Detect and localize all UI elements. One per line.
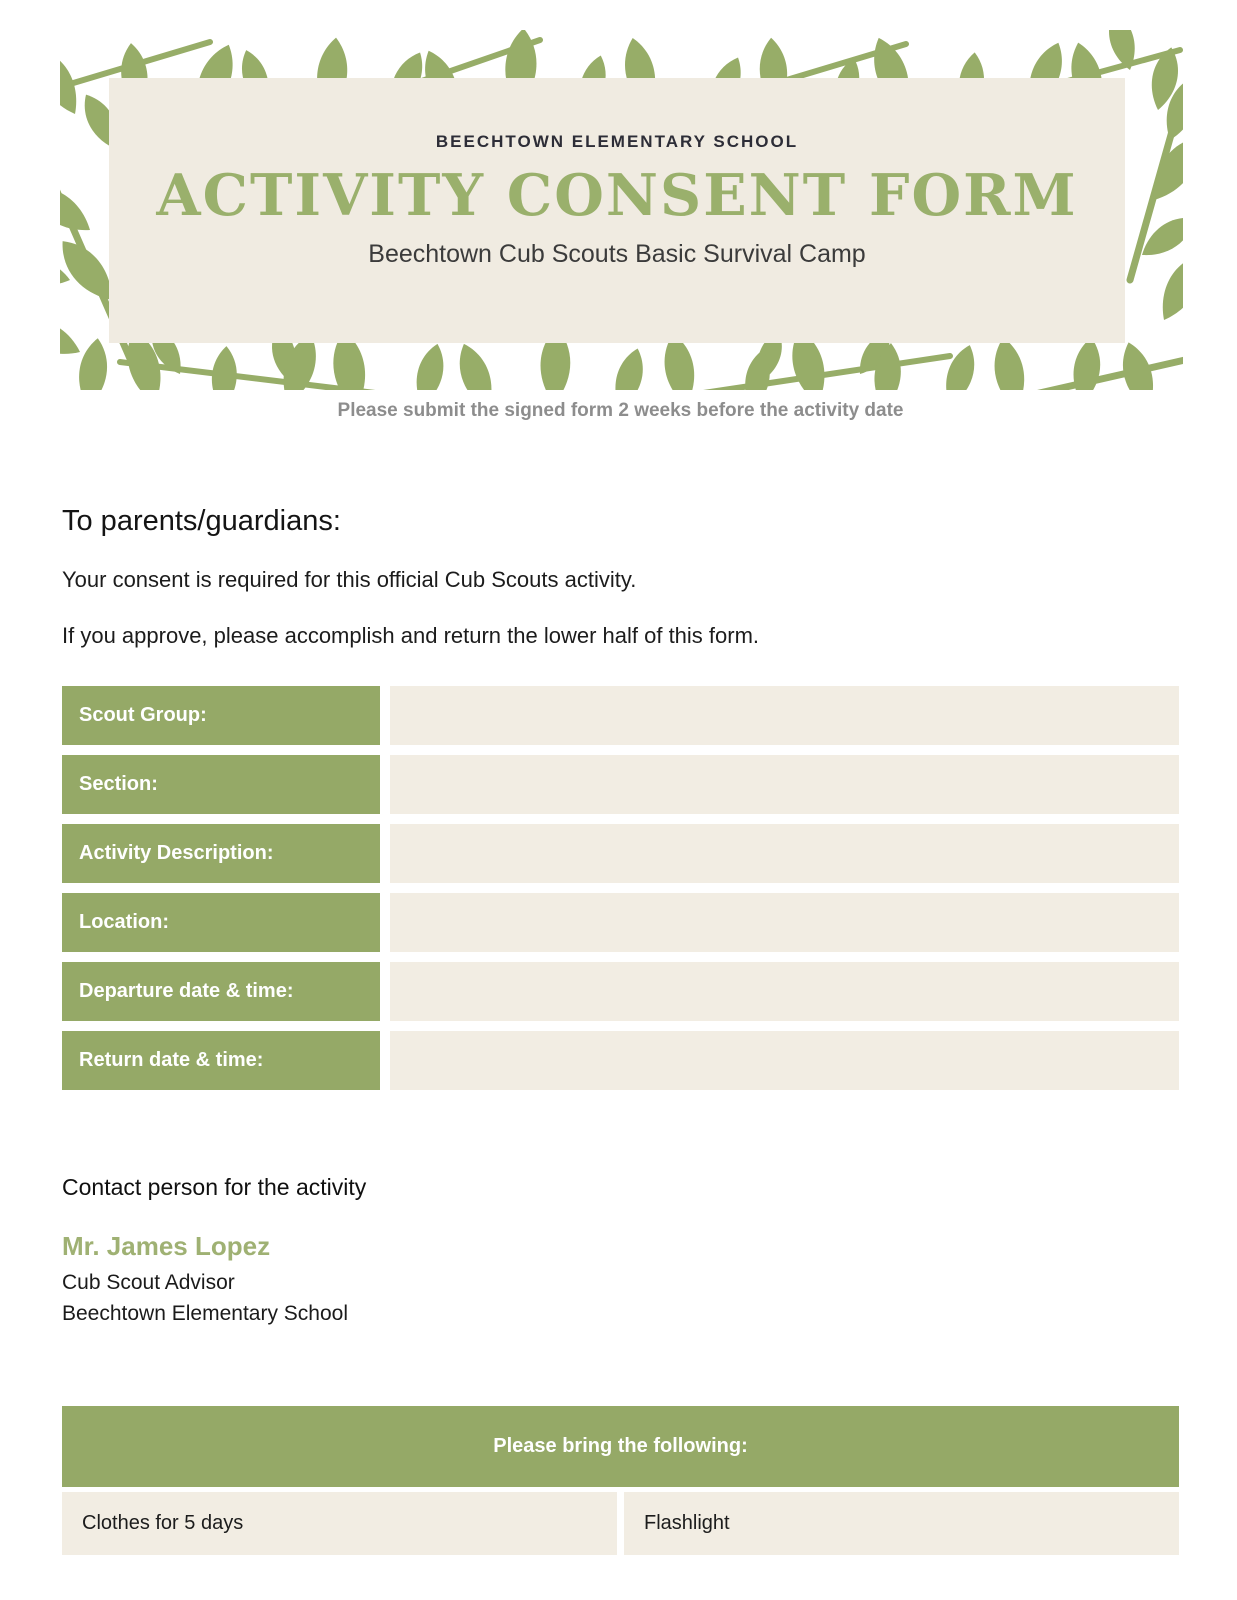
bring-item-cell: Clothes for 5 days [62,1492,617,1555]
school-name: BEECHTOWN ELEMENTARY SCHOOL [435,132,799,151]
table-row: Return date & time: [62,1031,1179,1090]
bring-item-cell: Flashlight [624,1492,1179,1555]
field-label-activity-description: Activity Description: [62,824,380,883]
bring-items-row: Clothes for 5 days Flashlight [62,1492,1179,1555]
field-value-section [390,755,1179,814]
contact-name: Mr. James Lopez [62,1231,271,1261]
contact-role: Cub Scout Advisor [62,1271,235,1294]
consent-table: Scout Group: Section: Activity Descripti… [62,686,1179,1090]
contact-heading: Contact person for the activity [62,1174,367,1200]
intro-heading: To parents/guardians: [62,505,341,537]
table-row: Location: [62,893,1179,952]
field-label-departure: Departure date & time: [62,962,380,1021]
field-label-scout-group: Scout Group: [62,686,380,745]
field-value-departure [390,962,1179,1021]
table-row: Section: [62,755,1179,814]
table-row: Activity Description: [62,824,1179,883]
bring-header: Please bring the following: [62,1406,1179,1487]
submission-note: Please submit the signed form 2 weeks be… [337,400,904,421]
field-label-return: Return date & time: [62,1031,380,1090]
form-subtitle: Beechtown Cub Scouts Basic Survival Camp [368,239,866,268]
intro-line-1: Your consent is required for this offici… [62,567,637,592]
page-title: ACTIVITY CONSENT FORM [156,162,1078,229]
field-label-section: Section: [62,755,380,814]
header-banner: BEECHTOWN ELEMENTARY SCHOOL ACTIVITY CON… [60,30,1183,390]
field-value-location [390,893,1179,952]
field-label-location: Location: [62,893,380,952]
header-card: BEECHTOWN ELEMENTARY SCHOOL ACTIVITY CON… [109,78,1125,343]
field-value-return [390,1031,1179,1090]
table-row: Departure date & time: [62,962,1179,1021]
field-value-activity-description [390,824,1179,883]
table-row: Scout Group: [62,686,1179,745]
field-value-scout-group [390,686,1179,745]
intro-line-2: If you approve, please accomplish and re… [62,623,760,648]
contact-organization: Beechtown Elementary School [62,1302,348,1325]
